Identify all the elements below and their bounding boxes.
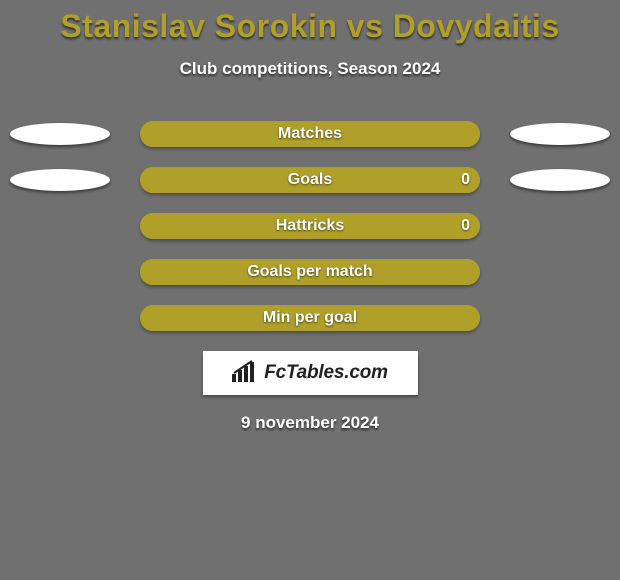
- stat-right-value: 0: [461, 213, 470, 239]
- right-ellipse: [510, 169, 610, 191]
- stat-right-value: 0: [461, 167, 470, 193]
- stat-label: Min per goal: [140, 305, 480, 331]
- logo-chart-icon: [232, 360, 258, 387]
- page-title: Stanislav Sorokin vs Dovydaitis: [0, 0, 620, 45]
- left-ellipse: [10, 169, 110, 191]
- stat-label: Goals per match: [140, 259, 480, 285]
- right-ellipse: [510, 123, 610, 145]
- date-label: 9 november 2024: [0, 413, 620, 433]
- subtitle: Club competitions, Season 2024: [0, 59, 620, 79]
- stat-label: Goals: [140, 167, 480, 193]
- stat-label: Matches: [140, 121, 480, 147]
- stat-row: Min per goal: [0, 305, 620, 331]
- stat-bar: Goals per match: [140, 259, 480, 285]
- stat-bar: Hattricks: [140, 213, 480, 239]
- stat-bar: Matches: [140, 121, 480, 147]
- logo-badge: FcTables.com: [203, 351, 418, 395]
- stat-bar: Min per goal: [140, 305, 480, 331]
- stat-row: Matches: [0, 121, 620, 147]
- stat-row: Hattricks0: [0, 213, 620, 239]
- page: Stanislav Sorokin vs Dovydaitis Club com…: [0, 0, 620, 580]
- logo-text: FcTables.com: [264, 362, 388, 384]
- stats-container: MatchesGoals0Hattricks0Goals per matchMi…: [0, 121, 620, 331]
- stat-bar: Goals: [140, 167, 480, 193]
- stat-row: Goals0: [0, 167, 620, 193]
- stat-row: Goals per match: [0, 259, 620, 285]
- stat-label: Hattricks: [140, 213, 480, 239]
- left-ellipse: [10, 123, 110, 145]
